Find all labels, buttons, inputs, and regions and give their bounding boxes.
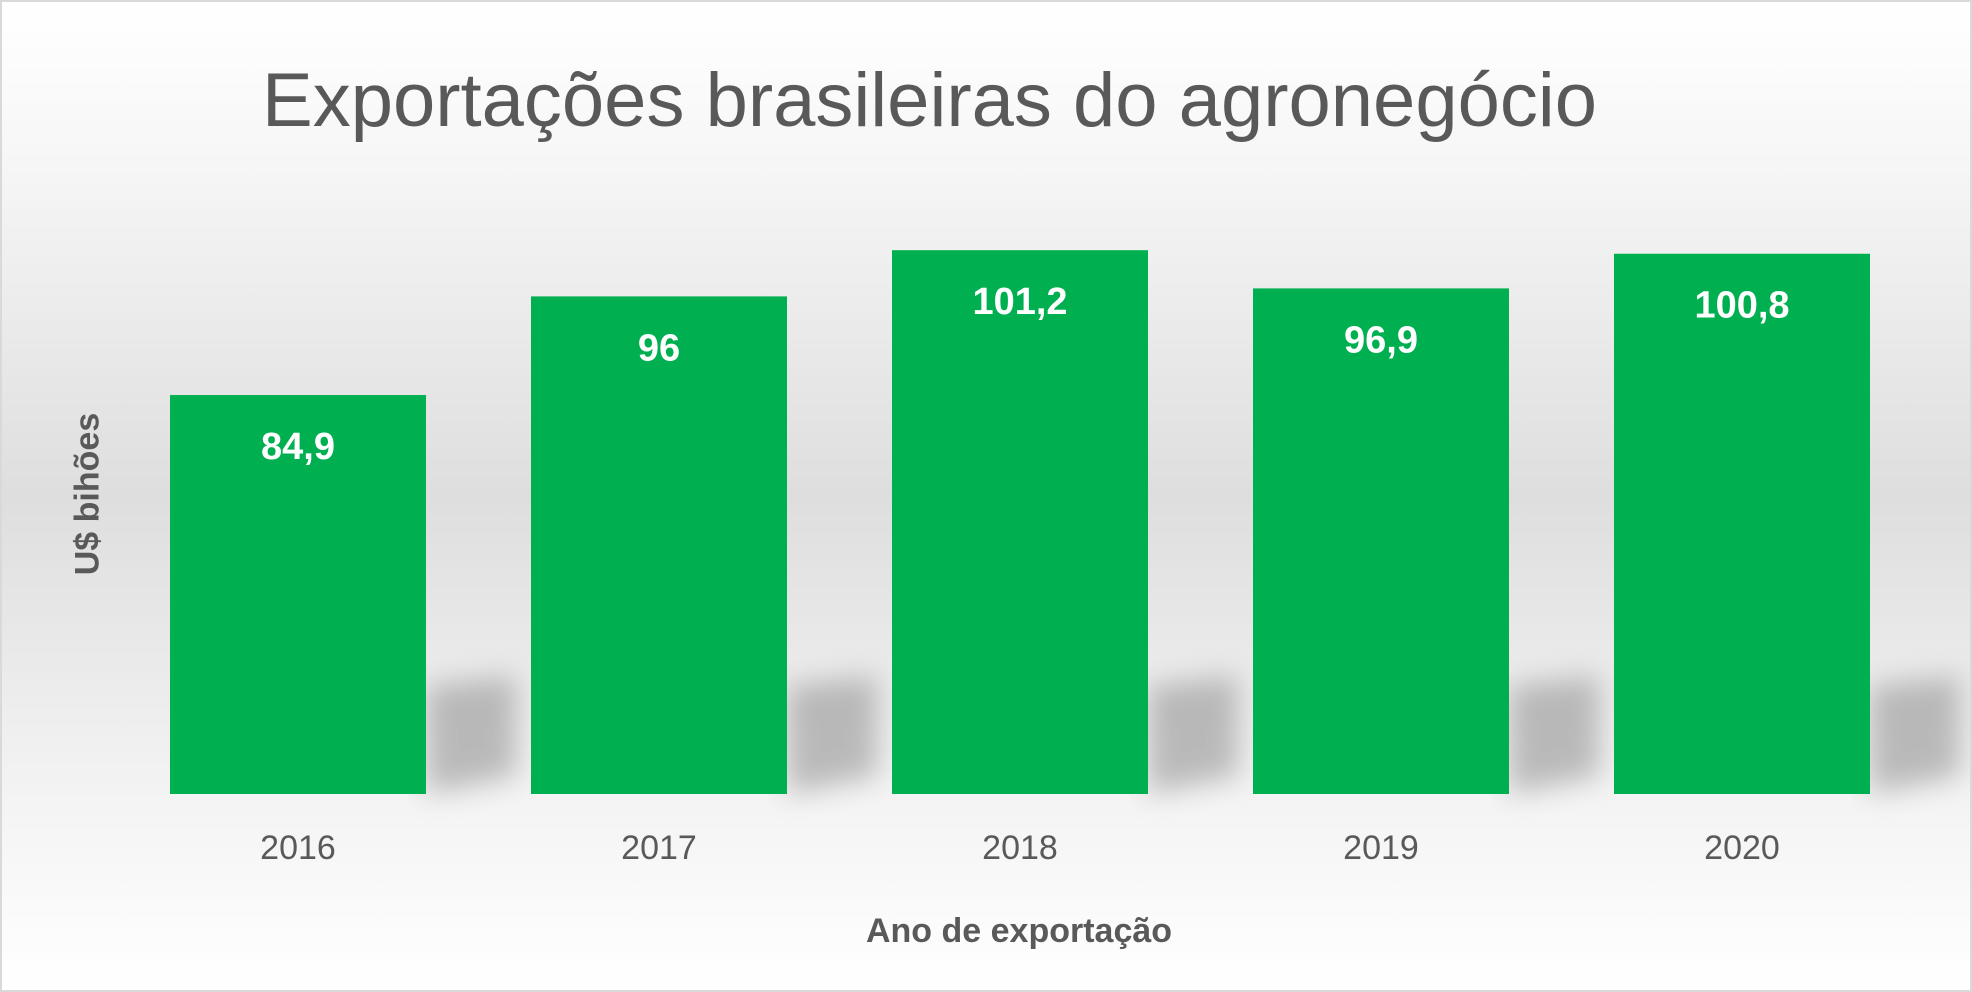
bar-2016 — [170, 395, 426, 794]
bar-value-label: 96 — [638, 327, 680, 369]
bar-2017 — [531, 296, 787, 794]
bar-shadow — [787, 676, 877, 794]
bar-2019 — [1253, 288, 1509, 794]
x-tick-label: 2020 — [1704, 829, 1780, 867]
bar-2018 — [892, 250, 1148, 795]
bar-shadow — [1148, 676, 1238, 794]
x-tick-label: 2018 — [982, 829, 1058, 867]
bar-shadow — [426, 676, 516, 794]
bar-value-label: 100,8 — [1694, 285, 1789, 327]
bar-value-label: 96,9 — [1344, 319, 1418, 361]
bar-value-label: 84,9 — [261, 426, 335, 468]
bar-value-label: 101,2 — [972, 281, 1067, 323]
x-tick-label: 2017 — [621, 829, 697, 867]
x-tick-label: 2016 — [260, 829, 336, 867]
x-axis-title: Ano de exportação — [865, 912, 1173, 950]
bar-2020 — [1614, 253, 1870, 795]
bar-shadow — [1509, 676, 1599, 794]
bar-shadow — [1870, 676, 1960, 794]
chart-title: Exportações brasileiras do agronegócio — [262, 58, 1598, 143]
x-tick-label: 2019 — [1343, 829, 1419, 867]
